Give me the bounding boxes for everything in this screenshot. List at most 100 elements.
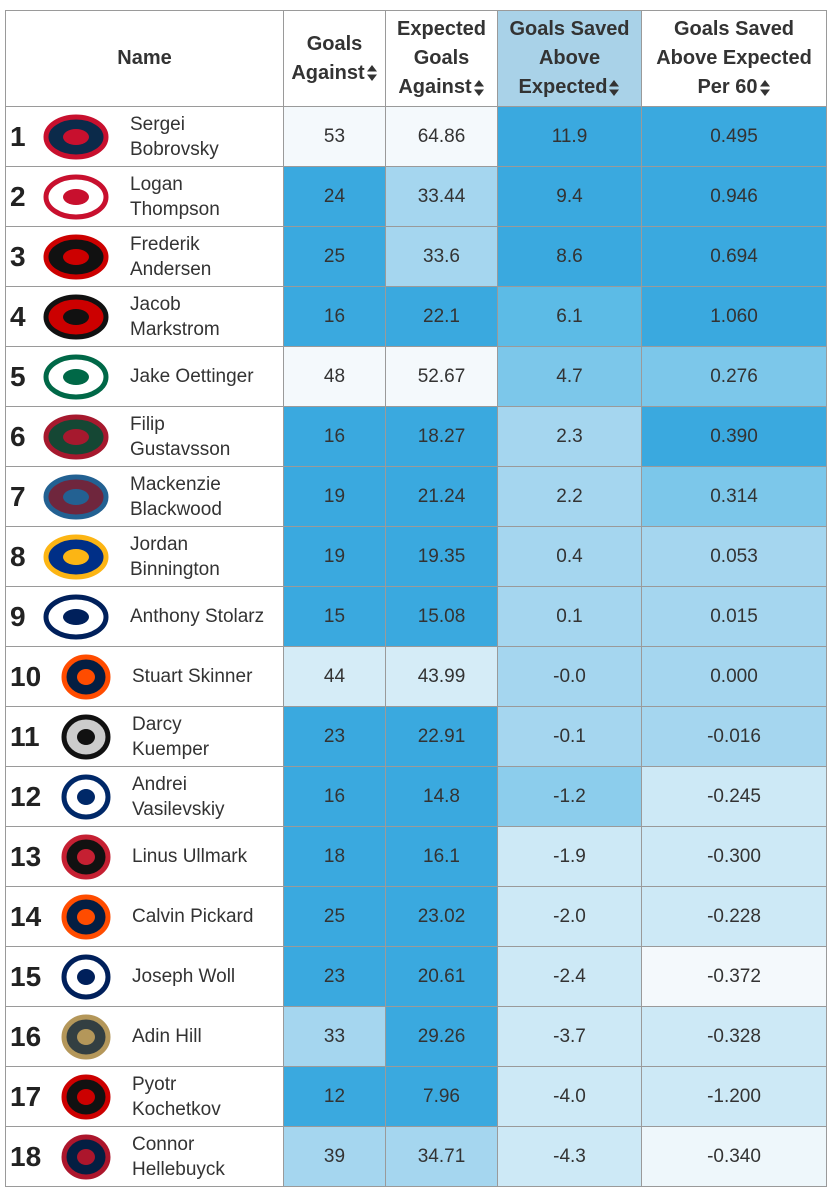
stat-cell: 23.02: [385, 886, 498, 947]
player-name-line: Markstrom: [130, 318, 220, 340]
player-name: Jordan Binnington: [116, 532, 220, 582]
stat-cell: -4.0: [497, 1066, 642, 1127]
stat-cell: 15: [283, 586, 386, 647]
team-logo: [43, 174, 109, 219]
team-logo: [43, 474, 109, 519]
name-cell: 7 Mackenzie Blackwood: [5, 466, 284, 527]
stat-cell: 0.053: [641, 526, 827, 587]
team-logo: [43, 534, 109, 579]
table-row: 6 Filip Gustavsson 16 18.27 2.3 0.390: [5, 406, 827, 467]
player-name-line: Kochetkov: [132, 1098, 221, 1120]
rank: 7: [10, 480, 26, 512]
stat-cell: 24: [283, 166, 386, 227]
player-name-line: Anthony Stolarz: [130, 606, 265, 627]
rank: 16: [10, 1020, 42, 1052]
player-name: Pyotr Kochetkov: [126, 1072, 221, 1122]
name-box: 5 Jake Oettinger: [6, 347, 283, 406]
stat-cell: 16: [283, 406, 386, 467]
player-name-line: Mackenzie: [130, 473, 221, 495]
stats-table: Name Goals Against Expected Goals Against G…: [5, 10, 827, 1187]
player-name: Anthony Stolarz: [116, 604, 264, 629]
table-row: 15 Joseph Woll 23 20.61 -2.4 -0.372: [5, 946, 827, 1007]
stat-cell: 48: [283, 346, 386, 407]
column-header[interactable]: Goals Against: [283, 10, 386, 107]
sort-icon[interactable]: [608, 79, 620, 97]
stat-cell: 15.08: [385, 586, 498, 647]
player-name: Linus Ullmark: [126, 844, 247, 869]
team-logo: [61, 894, 111, 939]
stat-cell: 2.2: [497, 466, 642, 527]
rank: 6: [10, 420, 26, 452]
player-name-line: Linus Ullmark: [132, 846, 248, 867]
table-row: 1 Sergei Bobrovsky 53 64.86 11.9 0.495: [5, 106, 827, 167]
rank: 4: [10, 300, 26, 332]
stat-cell: 44: [283, 646, 386, 707]
rank: 1: [10, 120, 26, 152]
player-name: Andrei Vasilevskiy: [126, 772, 225, 822]
name-box: 10 Stuart Skinner: [6, 647, 283, 706]
name-cell: 6 Filip Gustavsson: [5, 406, 284, 467]
table-row: 10 Stuart Skinner 44 43.99 -0.0 0.000: [5, 646, 827, 707]
stat-cell: -0.372: [641, 946, 827, 1007]
stat-cell: 0.1: [497, 586, 642, 647]
name-box: 17 Pyotr Kochetkov: [6, 1067, 283, 1126]
column-header-text: Name: [117, 47, 172, 69]
player-name: Jake Oettinger: [116, 364, 254, 389]
sort-icon[interactable]: [759, 79, 771, 97]
rank: 17: [10, 1080, 42, 1112]
team-logo: [43, 354, 109, 399]
stat-cell: 43.99: [385, 646, 498, 707]
sort-icon[interactable]: [366, 64, 378, 82]
table-row: 11 Darcy Kuemper 23 22.91 -0.1 -0.016: [5, 706, 827, 767]
rank: 14: [10, 900, 42, 932]
name-box: 7 Mackenzie Blackwood: [6, 467, 283, 526]
table-row: 16 Adin Hill 33 29.26 -3.7 -0.328: [5, 1006, 827, 1067]
player-name-line: Bobrovsky: [130, 138, 219, 160]
sort-icon[interactable]: [473, 79, 485, 97]
stat-cell: 0.390: [641, 406, 827, 467]
player-name-line: Jordan: [130, 533, 189, 555]
stat-cell: -2.0: [497, 886, 642, 947]
column-header-text: Goals Against: [291, 32, 365, 84]
stat-cell: 9.4: [497, 166, 642, 227]
column-header[interactable]: Goals Saved Above Expected: [497, 10, 642, 107]
column-header[interactable]: Goals Saved Above Expected Per 60: [641, 10, 827, 107]
stat-cell: -1.200: [641, 1066, 827, 1127]
stat-cell: 7.96: [385, 1066, 498, 1127]
player-name-line: Frederik: [130, 233, 200, 255]
player-name: Darcy Kuemper: [126, 712, 209, 762]
team-logo: [61, 714, 111, 759]
stat-cell: 22.1: [385, 286, 498, 347]
table-body: 1 Sergei Bobrovsky 53 64.86 11.9 0.495 2 Logan Th…: [5, 106, 827, 1187]
stat-cell: 18.27: [385, 406, 498, 467]
player-name: Logan Thompson: [116, 172, 220, 222]
stat-cell: 1.060: [641, 286, 827, 347]
name-box: 9 Anthony Stolarz: [6, 587, 283, 646]
team-logo: [61, 954, 111, 999]
name-cell: 12 Andrei Vasilevskiy: [5, 766, 284, 827]
player-name-line: Binnington: [130, 558, 220, 580]
player-name-line: Gustavsson: [130, 438, 231, 460]
player-name: Adin Hill: [126, 1024, 202, 1049]
player-name: Sergei Bobrovsky: [116, 112, 219, 162]
player-name-line: Sergei: [130, 113, 185, 135]
stat-cell: 34.71: [385, 1126, 498, 1187]
stat-cell: 0.4: [497, 526, 642, 587]
column-header-text: Expected Goals Against: [397, 18, 486, 98]
player-name-line: Kuemper: [132, 738, 210, 760]
stat-cell: 19.35: [385, 526, 498, 587]
name-cell: 13 Linus Ullmark: [5, 826, 284, 887]
name-cell: 5 Jake Oettinger: [5, 346, 284, 407]
rank: 3: [10, 240, 26, 272]
table-row: 13 Linus Ullmark 18 16.1 -1.9 -0.300: [5, 826, 827, 887]
player-name-line: Joseph Woll: [132, 966, 236, 987]
stat-cell: 64.86: [385, 106, 498, 167]
stat-cell: 19: [283, 526, 386, 587]
stat-cell: 53: [283, 106, 386, 167]
table-row: 2 Logan Thompson 24 33.44 9.4 0.946: [5, 166, 827, 227]
stat-cell: 21.24: [385, 466, 498, 527]
rank: 18: [10, 1140, 42, 1172]
player-name-line: Filip: [130, 413, 165, 435]
table-row: 17 Pyotr Kochetkov 12 7.96 -4.0 -1.200: [5, 1066, 827, 1127]
column-header[interactable]: Expected Goals Against: [385, 10, 498, 107]
